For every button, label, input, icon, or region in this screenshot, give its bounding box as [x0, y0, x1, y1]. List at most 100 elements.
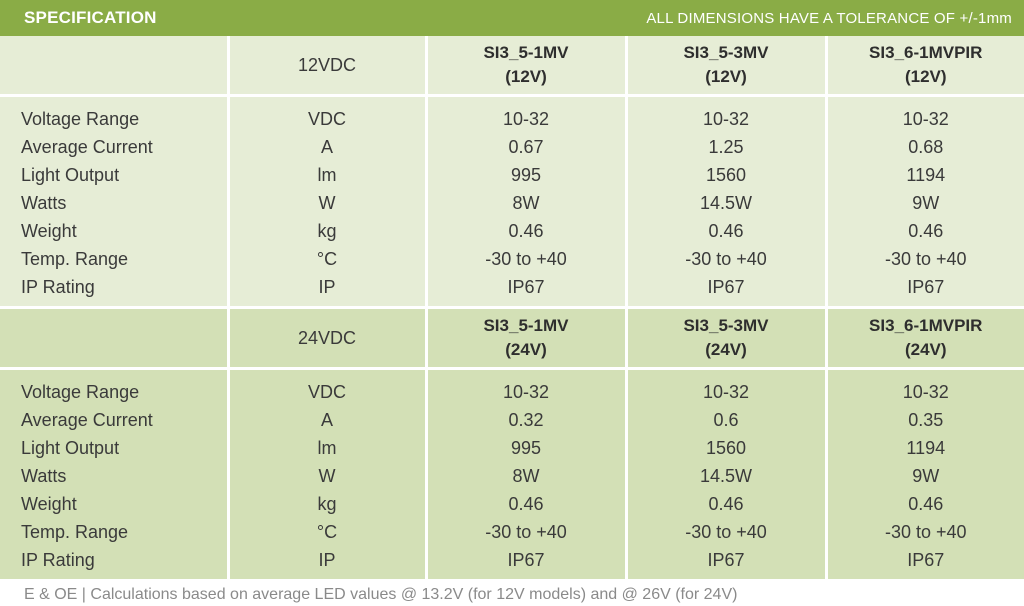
row-value: -30 to +40 [424, 518, 626, 546]
row-unit: W [226, 189, 426, 217]
row-value: 0.6 [624, 406, 826, 434]
row-label: Watts [0, 462, 228, 490]
header-blank-cell [0, 36, 228, 94]
row-label: Temp. Range [0, 245, 228, 273]
section-24v-header-row: 24VDC SI3_5-1MV (24V) SI3_5-3MV (24V) SI3_… [0, 309, 1024, 367]
row-value: 1560 [624, 434, 826, 462]
row-label: Light Output [0, 161, 228, 189]
table-row: Light Output lm 995 1560 1194 [0, 161, 1024, 189]
tolerance-note: ALL DIMENSIONS HAVE A TOLERANCE OF +/-1m… [646, 9, 1012, 27]
row-value: -30 to +40 [824, 245, 1024, 273]
row-unit: lm [226, 434, 426, 462]
row-label: Weight [0, 217, 228, 245]
row-value: 0.68 [824, 133, 1024, 161]
row-unit: W [226, 462, 426, 490]
row-value: 9W [824, 189, 1024, 217]
table-row: Average Current A 0.32 0.6 0.35 [0, 406, 1024, 434]
model-variant: (24V) [505, 340, 547, 359]
row-value: -30 to +40 [624, 245, 826, 273]
row-value: 0.46 [624, 490, 826, 518]
row-value: 995 [424, 434, 626, 462]
row-value: 0.67 [424, 133, 626, 161]
row-label: Weight [0, 490, 228, 518]
row-value: 0.46 [624, 217, 826, 245]
model-variant: (24V) [904, 340, 947, 359]
table-row: Temp. Range °C -30 to +40 -30 to +40 -30… [0, 518, 1024, 546]
row-value: IP67 [424, 546, 626, 579]
row-unit: kg [226, 217, 426, 245]
row-value: 995 [424, 161, 626, 189]
row-label: Voltage Range [0, 97, 228, 133]
row-value: 1.25 [624, 133, 826, 161]
row-unit: A [226, 133, 426, 161]
row-label: Average Current [0, 406, 228, 434]
row-value: 0.35 [824, 406, 1024, 434]
row-value: 14.5W [624, 462, 826, 490]
row-unit: °C [226, 245, 426, 273]
row-value: 0.32 [424, 406, 626, 434]
row-value: 8W [424, 462, 626, 490]
model-header: SI3_6-1MVPIR (24V) [824, 309, 1024, 367]
table-row: Light Output lm 995 1560 1194 [0, 434, 1024, 462]
row-value: 10-32 [824, 97, 1024, 133]
model-header: SI3_5-3MV (12V) [624, 36, 826, 94]
model-name: SI3_6-1MVPIR [869, 316, 983, 335]
section-12v-header-row: 12VDC SI3_5-1MV (12V) SI3_5-3MV (12V) SI3_… [0, 36, 1024, 94]
row-value: 10-32 [424, 97, 626, 133]
row-value: 14.5W [624, 189, 826, 217]
row-value: 10-32 [824, 370, 1024, 406]
model-name: SI3_5-1MV [483, 43, 569, 62]
row-unit: kg [226, 490, 426, 518]
table-row: Voltage Range VDC 10-32 10-32 10-32 [0, 370, 1024, 406]
model-name: SI3_5-3MV [683, 316, 769, 335]
row-value: 1194 [824, 434, 1024, 462]
row-value: 10-32 [624, 370, 826, 406]
model-name: SI3_6-1MVPIR [869, 43, 983, 62]
row-label: Watts [0, 189, 228, 217]
table-row: Watts W 8W 14.5W 9W [0, 189, 1024, 217]
row-value: -30 to +40 [424, 245, 626, 273]
row-unit: A [226, 406, 426, 434]
header-blank-cell [0, 309, 228, 367]
row-value: IP67 [624, 273, 826, 306]
spec-header-bar: SPECIFICATION ALL DIMENSIONS HAVE A TOLE… [0, 0, 1024, 36]
model-header: SI3_5-3MV (24V) [624, 309, 826, 367]
row-value: 0.46 [824, 217, 1024, 245]
row-label: Voltage Range [0, 370, 228, 406]
row-value: -30 to +40 [624, 518, 826, 546]
footer-note: E & OE | Calculations based on average L… [24, 586, 738, 603]
voltage-label: 12VDC [226, 36, 426, 94]
model-variant: (12V) [705, 67, 747, 86]
table-row: IP Rating IP IP67 IP67 IP67 [0, 273, 1024, 306]
table-row: Average Current A 0.67 1.25 0.68 [0, 133, 1024, 161]
spec-table: 12VDC SI3_5-1MV (12V) SI3_5-3MV (12V) SI3_… [0, 36, 1024, 579]
table-row: Voltage Range VDC 10-32 10-32 10-32 [0, 97, 1024, 133]
row-value: 0.46 [424, 217, 626, 245]
table-row: Weight kg 0.46 0.46 0.46 [0, 490, 1024, 518]
row-label: Light Output [0, 434, 228, 462]
model-variant: (24V) [705, 340, 747, 359]
row-value: 8W [424, 189, 626, 217]
row-unit: VDC [226, 370, 426, 406]
row-value: 10-32 [624, 97, 826, 133]
row-label: Average Current [0, 133, 228, 161]
table-row: Temp. Range °C -30 to +40 -30 to +40 -30… [0, 245, 1024, 273]
model-variant: (12V) [505, 67, 547, 86]
table-row: IP Rating IP IP67 IP67 IP67 [0, 546, 1024, 579]
model-header: SI3_5-1MV (24V) [424, 309, 626, 367]
model-name: SI3_5-3MV [683, 43, 769, 62]
model-name: SI3_5-1MV [483, 316, 569, 335]
row-label: IP Rating [0, 273, 228, 306]
table-row: Weight kg 0.46 0.46 0.46 [0, 217, 1024, 245]
model-header: SI3_6-1MVPIR (12V) [824, 36, 1024, 94]
spec-title: SPECIFICATION [24, 8, 157, 27]
table-row: Watts W 8W 14.5W 9W [0, 462, 1024, 490]
row-unit: °C [226, 518, 426, 546]
row-value: 9W [824, 462, 1024, 490]
row-unit: VDC [226, 97, 426, 133]
row-value: 0.46 [424, 490, 626, 518]
row-unit: IP [226, 273, 426, 306]
row-label: Temp. Range [0, 518, 228, 546]
row-value: 1560 [624, 161, 826, 189]
row-value: IP67 [624, 546, 826, 579]
